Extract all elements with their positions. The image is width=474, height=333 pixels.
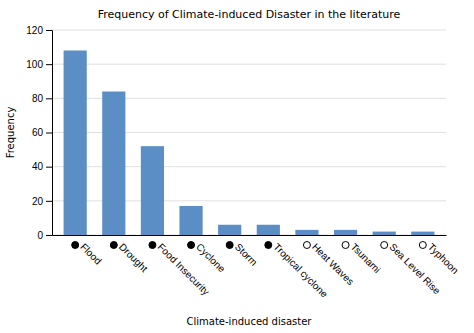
y-tick-label: 0 xyxy=(37,230,43,241)
y-tick-mark xyxy=(46,64,52,65)
bar xyxy=(218,225,241,235)
y-tick-mark xyxy=(46,98,52,99)
bar xyxy=(295,230,318,235)
y-tick-mark xyxy=(46,201,52,202)
x-tick: Storm xyxy=(226,241,259,268)
y-tick-mark xyxy=(46,167,52,168)
x-marker xyxy=(72,242,79,249)
y-tick-label: 80 xyxy=(32,93,44,104)
x-marker xyxy=(110,242,117,249)
grid xyxy=(52,30,446,235)
y-tick-label: 100 xyxy=(26,59,43,70)
x-marker xyxy=(419,242,426,249)
y-tick: 100 xyxy=(26,59,52,70)
y-tick-mark xyxy=(46,235,52,236)
x-tick: Cyclone xyxy=(188,241,228,275)
x-axis-line xyxy=(53,235,447,236)
y-tick: 80 xyxy=(32,93,52,104)
x-marker xyxy=(226,242,233,249)
y-tick: 40 xyxy=(32,161,52,172)
x-tick-label: Typhoon xyxy=(426,241,461,276)
bar xyxy=(179,206,202,235)
x-tick-label: Flood xyxy=(78,241,103,266)
y-tick-label: 120 xyxy=(26,25,43,36)
x-marker xyxy=(188,242,195,249)
x-tick-label: Cyclone xyxy=(194,241,228,275)
x-tick: Flood xyxy=(72,241,104,266)
y-tick: 60 xyxy=(32,127,52,138)
x-tick: Heat Waves xyxy=(303,241,356,287)
x-label: Climate-induced disaster xyxy=(187,316,313,327)
x-marker xyxy=(303,242,310,249)
y-axis-line xyxy=(46,31,53,236)
y-tick-label: 60 xyxy=(32,127,44,138)
y-tick-label: 20 xyxy=(32,196,44,207)
x-tick: Typhoon xyxy=(419,241,461,276)
grid-line xyxy=(52,30,446,31)
bars xyxy=(64,51,435,236)
y-axis: 0 20 40 60 80 100 120 xyxy=(26,25,52,241)
y-tick: 0 xyxy=(37,230,52,241)
y-tick: 20 xyxy=(32,196,52,207)
title: Frequency of Climate-induced Disaster in… xyxy=(98,8,401,21)
bar xyxy=(411,232,434,235)
x-marker xyxy=(381,242,388,249)
bar xyxy=(334,230,357,235)
bar xyxy=(257,225,280,235)
grid-line xyxy=(52,64,446,65)
y-tick-label: 40 xyxy=(32,161,44,172)
bar xyxy=(141,146,164,235)
y-tick-mark xyxy=(46,133,52,134)
bar xyxy=(373,232,396,235)
x-tick-label: Tsunami xyxy=(349,241,383,275)
x-tick: Drought xyxy=(110,241,150,274)
x-marker xyxy=(342,242,349,249)
x-tick-label: Storm xyxy=(233,241,260,268)
plot: 020406080100120FloodDroughtFood Insecuri… xyxy=(26,25,461,300)
x-tick-label: Drought xyxy=(117,241,150,274)
y-tick-mark xyxy=(46,30,52,31)
x-tick: Tsunami xyxy=(342,241,383,275)
x-marker xyxy=(149,242,156,249)
chart: 020406080100120FloodDroughtFood Insecuri… xyxy=(0,0,474,333)
x-axis: FloodDroughtFood InsecurityCycloneStormT… xyxy=(53,236,461,301)
y-tick: 120 xyxy=(26,25,52,36)
bar xyxy=(102,92,125,236)
y-label: Frequency xyxy=(5,107,16,159)
bar xyxy=(64,51,87,236)
x-marker xyxy=(265,242,272,249)
